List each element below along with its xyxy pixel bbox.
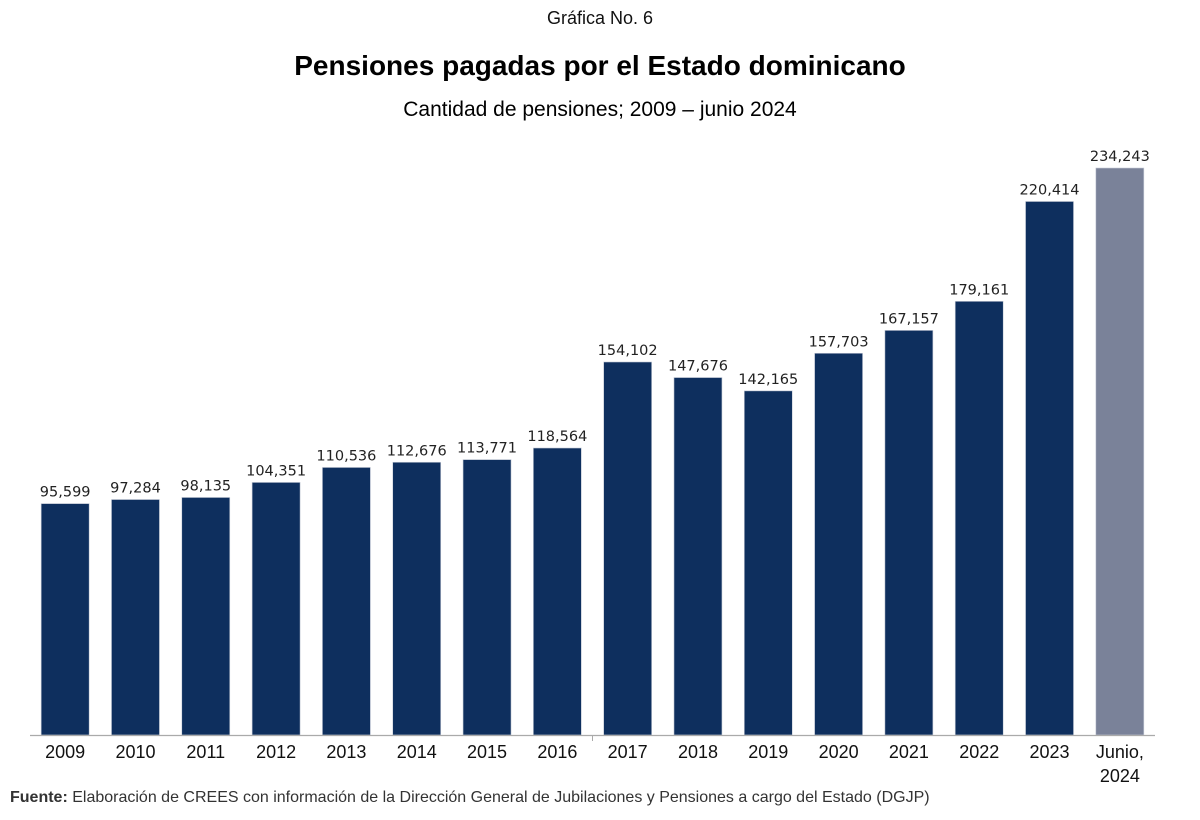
x-tick-label-3: 2012 <box>256 742 296 762</box>
x-tick-label-14: 2023 <box>1030 742 1070 762</box>
bar-8 <box>603 361 652 736</box>
bar-12 <box>884 330 934 736</box>
x-tick-label-1: 2010 <box>115 742 155 762</box>
x-tick-label-12: 2021 <box>889 742 929 762</box>
x-tick-label-15-line-0: Junio, <box>1096 742 1144 762</box>
bar-4 <box>322 467 371 736</box>
source-text: Elaboración de CREES con información de … <box>67 789 930 806</box>
data-label-8: 154,102 <box>598 343 658 359</box>
x-tick-label-4: 2013 <box>326 742 366 762</box>
x-tick-label-15-line-1: 2024 <box>1100 766 1140 786</box>
bar-7 <box>533 447 582 736</box>
bar-15 <box>1095 167 1145 736</box>
x-tick-label-7: 2016 <box>537 742 577 762</box>
bar-chart: 95,599 2009 97,284 2010 98,135 2011 104,351 201… <box>30 149 1155 786</box>
bar-3 <box>251 482 301 736</box>
data-label-4: 110,536 <box>316 448 376 464</box>
bar-11 <box>814 352 863 736</box>
data-label-14: 220,414 <box>1020 182 1080 198</box>
source-note: Fuente: Elaboración de CREES con informa… <box>10 789 930 807</box>
data-label-11: 157,703 <box>809 334 869 350</box>
data-label-3: 104,351 <box>246 463 306 479</box>
data-label-7: 118,564 <box>527 429 587 445</box>
bar-6 <box>462 459 512 736</box>
bar-13 <box>954 301 1004 736</box>
data-label-15: 234,243 <box>1090 149 1150 165</box>
bar-9 <box>673 377 723 736</box>
x-tick-label-13: 2022 <box>959 742 999 762</box>
bar-0 <box>40 503 90 736</box>
bar-2 <box>181 497 231 736</box>
source-label: Fuente: <box>10 789 68 806</box>
data-label-1: 97,284 <box>110 481 161 497</box>
x-tick-label-5: 2014 <box>397 742 437 762</box>
bar-1 <box>111 499 160 736</box>
x-tick-label-11: 2020 <box>819 742 859 762</box>
bar-14 <box>1025 201 1074 736</box>
data-label-0: 95,599 <box>40 485 91 501</box>
data-label-6: 113,771 <box>457 441 517 457</box>
bar-5 <box>392 461 442 736</box>
data-label-13: 179,161 <box>949 282 1009 298</box>
bar-10 <box>743 390 793 736</box>
data-label-2: 98,135 <box>180 478 231 494</box>
chart-title: Pensiones pagadas por el Estado dominica… <box>294 50 906 81</box>
x-tick-label-9: 2018 <box>678 742 718 762</box>
x-tick-label-6: 2015 <box>467 742 507 762</box>
data-label-10: 142,165 <box>738 372 798 388</box>
x-tick-label-10: 2019 <box>748 742 788 762</box>
x-tick-label-2: 2011 <box>186 742 225 762</box>
chart-caption: Gráfica No. 6 <box>546 8 654 28</box>
x-tick-label-8: 2017 <box>608 742 648 762</box>
data-label-5: 112,676 <box>387 443 447 459</box>
chart-subtitle: Cantidad de pensiones; 2009 – junio 2024 <box>403 98 797 121</box>
x-tick-label-0: 2009 <box>45 742 85 762</box>
data-label-9: 147,676 <box>668 359 728 375</box>
data-label-12: 167,157 <box>879 311 939 327</box>
